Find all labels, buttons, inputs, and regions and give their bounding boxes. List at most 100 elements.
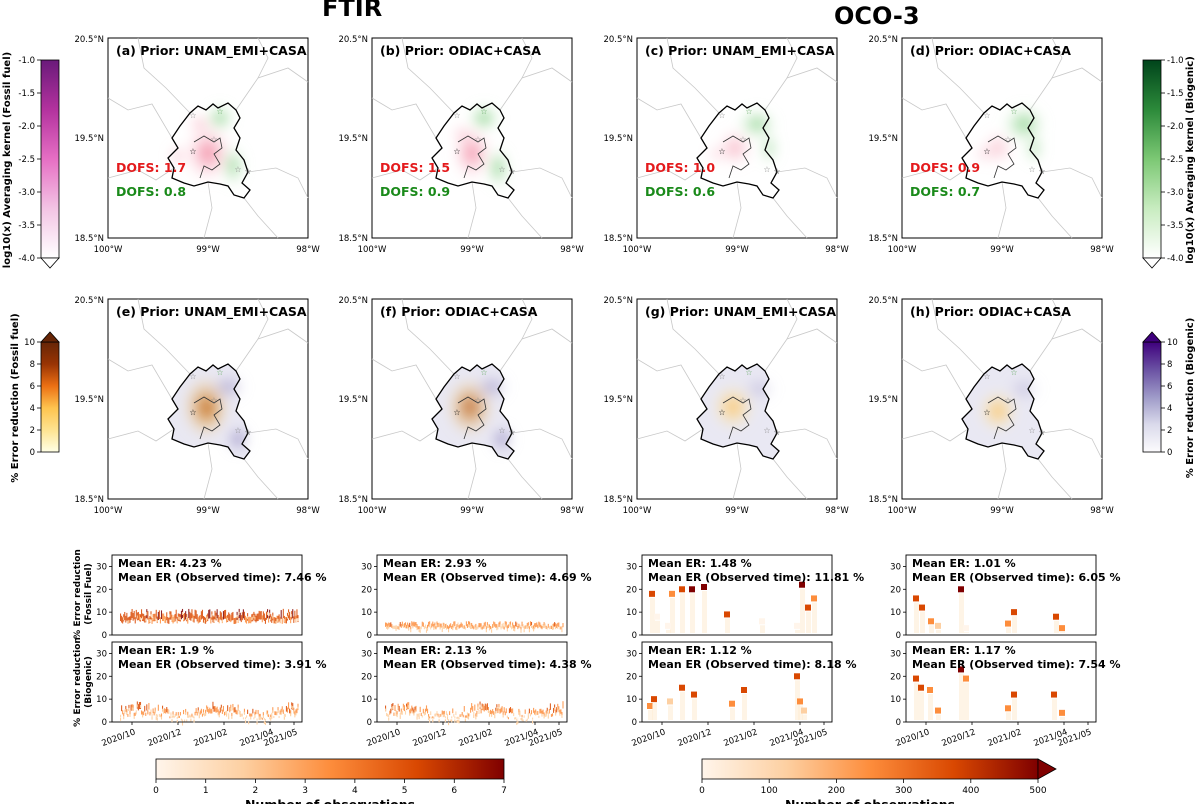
- ts-mark: [553, 623, 555, 628]
- ts-mark: [548, 626, 550, 630]
- ts-mark: [280, 610, 282, 619]
- ts-mark: [179, 711, 181, 716]
- ts-mark: [462, 714, 464, 718]
- ts-mark: [408, 627, 410, 631]
- ts-mark: [172, 714, 174, 718]
- ts-mark: [527, 715, 529, 719]
- map-border-line: [636, 358, 702, 400]
- ts-mark: [799, 581, 805, 588]
- colorbar-tick-label: 5: [402, 786, 408, 796]
- ts-mark: [123, 716, 125, 720]
- ts-mark: [436, 624, 438, 628]
- ts-mark: [521, 714, 523, 718]
- ts-mark: [393, 625, 395, 629]
- ts-mark: [427, 624, 429, 629]
- ts-marks: [120, 608, 299, 624]
- ts-mark: [504, 624, 506, 628]
- ts-mark: [927, 687, 933, 693]
- region-outline: [167, 102, 251, 199]
- ts-mark: [159, 617, 161, 624]
- ts-mark: [486, 625, 488, 629]
- ts-mark: [550, 625, 552, 630]
- ts-mark: [515, 717, 517, 720]
- ts-mark: [515, 621, 517, 627]
- site-star: ☆: [745, 107, 752, 116]
- ts-mark: [246, 617, 248, 624]
- ts-mark: [419, 706, 421, 713]
- ts-mark: [433, 626, 435, 630]
- ts-mark: [121, 615, 123, 623]
- ts-mark: [240, 615, 242, 623]
- ts-mark: [194, 609, 196, 619]
- ts-mark: [1012, 616, 1017, 633]
- ts-ytick-label: 30: [626, 562, 637, 572]
- ts-mark: [385, 705, 387, 712]
- ts-mark: [520, 626, 522, 630]
- ts-mark: [679, 684, 685, 691]
- ts-mark: [432, 716, 434, 719]
- ts-mark: [414, 709, 416, 713]
- ts-mark: [668, 705, 673, 720]
- ts-mark: [236, 710, 238, 715]
- ts-mark: [231, 612, 233, 621]
- ts-mark: [407, 622, 409, 627]
- dofs-fossil: DOFS: 0.9: [910, 160, 980, 175]
- ts-mark: [158, 610, 160, 620]
- ts-mark: [294, 610, 296, 620]
- ts-mark: [389, 622, 391, 628]
- ts-mark: [516, 721, 518, 725]
- ts-mark: [446, 625, 449, 629]
- ts-mark: [292, 706, 294, 710]
- ts-mark: [501, 706, 503, 712]
- ts-mark: [396, 625, 398, 630]
- ts-mark: [425, 626, 428, 630]
- ts-mark: [267, 710, 269, 715]
- ts-mark: [535, 712, 537, 716]
- ts-mark: [177, 712, 179, 716]
- ts-mark: [508, 621, 510, 627]
- ts-mark: [151, 617, 153, 624]
- ts-mark: [201, 713, 203, 717]
- ts-mark: [154, 616, 156, 620]
- ts-mark: [1054, 620, 1059, 633]
- site-star: ☆: [763, 426, 770, 435]
- ts-mark: [153, 711, 155, 716]
- ts-mark: [210, 617, 212, 624]
- ts-mark: [413, 621, 415, 627]
- ts-mark: [499, 709, 501, 714]
- ts-mark: [210, 709, 212, 714]
- ts-mark: [176, 716, 178, 719]
- ts-mark: [262, 715, 264, 719]
- ts-mark: [248, 721, 250, 725]
- colorbar-obs-oco3: 0 100 200 300 400 500 Number of observations: [699, 758, 1057, 804]
- ts-mark: [532, 717, 534, 720]
- map-border-line: [764, 328, 838, 372]
- ts-xtick-label: 2020/12: [146, 727, 183, 748]
- ts-mark: [517, 626, 519, 630]
- ts-mark: [556, 707, 558, 713]
- ts-mark: [391, 706, 393, 710]
- ts-xtick-label: 2020/12: [411, 727, 448, 748]
- colorbar-extend-bottom: [1142, 257, 1162, 269]
- ts-mark: [503, 707, 505, 713]
- ts-mark: [449, 624, 451, 629]
- site-star: ☆: [773, 167, 780, 176]
- ts-mark: [149, 619, 151, 623]
- ts-mark: [459, 624, 461, 628]
- ts-mark: [529, 713, 531, 717]
- ts-mark: [507, 624, 509, 629]
- ts-ytick-label: 10: [361, 608, 372, 618]
- ts-mark: [290, 710, 292, 715]
- map-border-line: [732, 181, 742, 239]
- ts-mark: [729, 700, 735, 707]
- ts-mark: [238, 611, 240, 615]
- ts-mark: [483, 705, 485, 712]
- ts-mark: [485, 704, 487, 711]
- colorbar-tick-label: 8: [1167, 360, 1172, 370]
- ts-mark: [248, 617, 250, 624]
- ts-mark: [202, 712, 205, 716]
- ts-mark: [1005, 705, 1011, 712]
- ts-mark: [459, 714, 461, 718]
- ts-mark: [547, 623, 549, 628]
